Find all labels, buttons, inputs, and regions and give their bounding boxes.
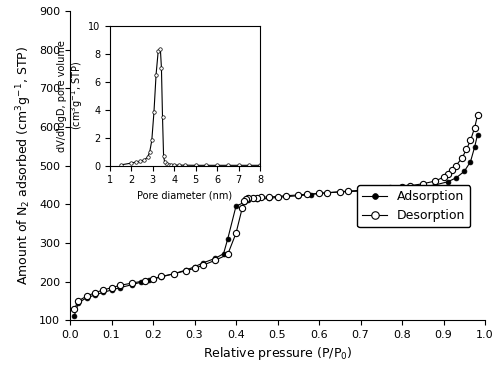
Adsorption — [171, 272, 177, 276]
Adsorption — [472, 145, 478, 149]
Adsorption — [158, 275, 164, 279]
Adsorption — [108, 288, 114, 292]
Adsorption — [420, 185, 426, 189]
Adsorption — [212, 256, 218, 261]
Adsorption — [254, 197, 260, 201]
Adsorption — [432, 183, 438, 187]
Adsorption — [453, 176, 459, 180]
Adsorption — [233, 204, 239, 208]
Y-axis label: dV/dlogD, pore volume
(cm$^3$g$^{-1}$, STP): dV/dlogD, pore volume (cm$^3$g$^{-1}$, S… — [57, 40, 85, 152]
Adsorption — [316, 191, 322, 196]
Desorption — [366, 187, 372, 192]
Adsorption — [444, 180, 450, 184]
Adsorption — [146, 278, 152, 282]
Y-axis label: Amount of N$_2$ adsorbed (cm$^3$g$^{-1}$, STP): Amount of N$_2$ adsorbed (cm$^3$g$^{-1}$… — [14, 46, 34, 285]
Legend: Adsorption, Desorption: Adsorption, Desorption — [357, 185, 470, 227]
Desorption — [71, 307, 77, 312]
Adsorption — [117, 286, 123, 290]
Adsorption — [468, 160, 473, 164]
Adsorption — [358, 189, 364, 193]
Adsorption — [461, 169, 467, 174]
Adsorption — [183, 268, 189, 272]
Line: Adsorption: Adsorption — [72, 132, 480, 319]
Adsorption — [242, 200, 248, 205]
Adsorption — [474, 132, 480, 137]
Desorption — [233, 231, 239, 236]
Adsorption — [220, 251, 226, 256]
Adsorption — [92, 293, 98, 297]
Adsorption — [84, 296, 89, 300]
Adsorption — [129, 282, 135, 287]
Desorption — [76, 299, 82, 303]
Adsorption — [308, 192, 314, 197]
Desorption — [358, 188, 364, 192]
Adsorption — [266, 196, 272, 201]
Adsorption — [337, 190, 343, 194]
Adsorption — [378, 188, 384, 192]
Adsorption — [295, 194, 301, 198]
Adsorption — [246, 198, 252, 202]
Adsorption — [100, 290, 106, 294]
Adsorption — [224, 237, 230, 241]
Adsorption — [71, 314, 77, 318]
Adsorption — [274, 195, 280, 199]
Adsorption — [76, 301, 82, 305]
Adsorption — [200, 261, 206, 265]
Adsorption — [192, 265, 198, 269]
X-axis label: Relative pressure (P/P$_0$): Relative pressure (P/P$_0$) — [203, 346, 352, 362]
Desorption — [474, 113, 480, 118]
X-axis label: Pore diameter (nm): Pore diameter (nm) — [138, 191, 232, 201]
Line: Desorption: Desorption — [71, 112, 480, 312]
Adsorption — [399, 187, 405, 191]
Desorption — [408, 184, 414, 188]
Adsorption — [138, 280, 143, 284]
Desorption — [200, 263, 206, 268]
